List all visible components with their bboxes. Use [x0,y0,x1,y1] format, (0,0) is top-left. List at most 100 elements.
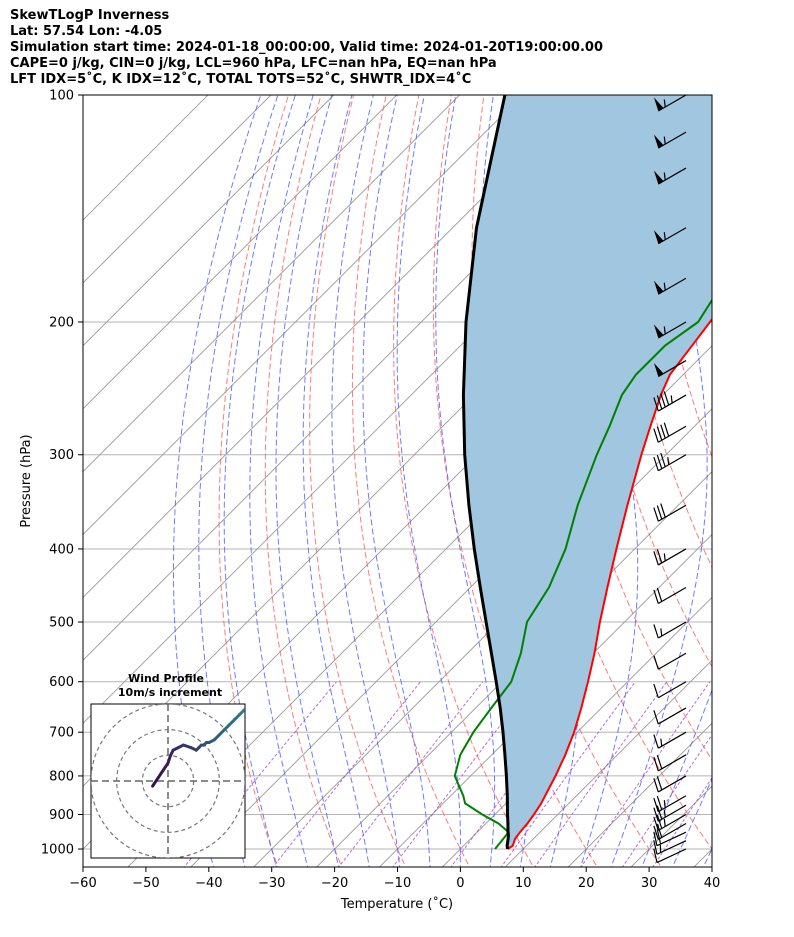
location-line: Lat: 57.54 Lon: -4.05 [10,24,163,39]
dry-adiabat-line [774,61,794,881]
moist-adiabat-line [728,61,794,881]
wind-barb [653,277,687,295]
y-axis-label: Pressure (hPa) [19,434,34,527]
time-line: Simulation start time: 2024-01-18_00:00:… [10,40,603,55]
mixing-ratio-line [500,681,636,867]
wind-barb [653,131,687,149]
wind-barb [653,840,687,855]
wind-barb [653,167,687,185]
mixing-ratio-line [450,681,589,867]
x-axis-ticks: −60 −50 −40 −30 −20 −10 0 10 20 30 40 [69,867,720,891]
wind-barb [653,804,687,822]
hodograph-trace [151,707,245,788]
wind-barb [653,731,687,749]
mixing-ratio-line [621,734,712,867]
y-tick-label: 200 [49,315,74,330]
y-tick-label: 900 [49,808,74,823]
wind-barb [653,548,687,566]
wind-barb [653,227,687,245]
index-line: LFT IDX=5˚C, K IDX=12˚C, TOTAL TOTS=52˚C… [10,72,472,87]
x-tick-label: 40 [704,876,721,891]
wind-barb [653,587,687,605]
plot-area [83,61,794,881]
wind-barb [653,707,687,725]
wind-barbs [653,95,687,864]
mixing-ratio-line [338,681,484,867]
wind-barb [653,422,687,443]
y-tick-label: 700 [49,726,74,741]
isotherm-line [83,95,461,473]
hodograph-inset: Wind Profile 10m/s increment [90,672,246,859]
x-tick-label: −30 [258,876,285,891]
hodograph-segment [238,707,245,716]
x-tick-label: 10 [515,876,532,891]
wind-barb [653,681,687,699]
isotherm-line [83,95,335,347]
dry-adiabat-line [264,95,343,867]
moist-adiabat-line [223,95,296,867]
moist-adiabat-line [362,95,431,867]
wind-barb [653,391,687,412]
isotherm-line [83,95,272,284]
hodograph-title: Wind Profile [128,672,204,685]
isotherm-line [83,95,524,536]
chart-title: SkewTLogP Inverness [10,8,170,23]
y-tick-label: 600 [49,675,74,690]
dry-adiabat-line [218,95,290,867]
y-tick-label: 1000 [41,843,74,858]
wind-barb [653,95,687,112]
x-tick-label: −50 [132,876,159,891]
hodograph-segment [156,769,165,780]
x-tick-label: −40 [195,876,222,891]
moist-adiabat-line [435,95,496,867]
moist-adiabat-line [396,95,461,867]
dry-adiabat-line [711,95,712,102]
hodograph-segment [151,776,160,788]
y-tick-label: 800 [49,769,74,784]
isotherm-line [83,95,398,410]
wind-barb [653,452,687,472]
stability-line: CAPE=0 j/kg, CIN=0 j/kg, LCL=960 hPa, LF… [10,56,497,71]
dry-adiabat-line [351,95,471,867]
x-tick-label: −20 [321,876,348,891]
hodograph-segment [161,761,170,773]
x-tick-label: 0 [456,876,464,891]
parcel-profile-line [461,95,510,850]
wind-barb [653,621,687,639]
isotherm-line [253,408,712,867]
wind-barb [653,360,687,378]
x-tick-label: −10 [384,876,411,891]
wind-barb [653,795,687,813]
isotherm-line [504,659,712,867]
wind-barb [653,321,687,339]
moist-adiabat-line [331,95,401,867]
wind-barb [653,652,687,670]
y-tick-label: 500 [49,616,74,631]
wind-barb [653,848,687,864]
parcel-area-fill [463,95,712,849]
isotherm-line [315,470,712,867]
title-block: SkewTLogP Inverness Lat: 57.54 Lon: -4.0… [10,8,603,88]
isotherm-line [83,95,209,221]
mixing-ratio-line [652,776,712,867]
wind-barb [653,754,687,772]
dry-adiabat-line [309,95,407,867]
wind-barb [653,775,687,793]
mixing-ratio-lines [183,681,712,867]
moist-adiabat-lines [173,61,794,881]
wind-barb [653,829,687,847]
y-tick-label: 400 [49,542,74,557]
mixing-ratio-line [272,681,421,867]
y-tick-label: 300 [49,448,74,463]
wind-barb [653,822,687,840]
mixing-ratio-line [183,681,337,867]
dewpoint-profile-line [453,298,712,850]
x-tick-label: 20 [578,876,595,891]
mixing-ratio-line [580,681,711,867]
moist-adiabat-line [610,95,708,867]
y-axis-ticks: 1000 900 800 700 600 500 400 300 200 100 [41,89,83,858]
dry-adiabat-line [742,61,794,881]
mixing-ratio-line [534,681,668,867]
moist-adiabat-line [302,95,370,867]
